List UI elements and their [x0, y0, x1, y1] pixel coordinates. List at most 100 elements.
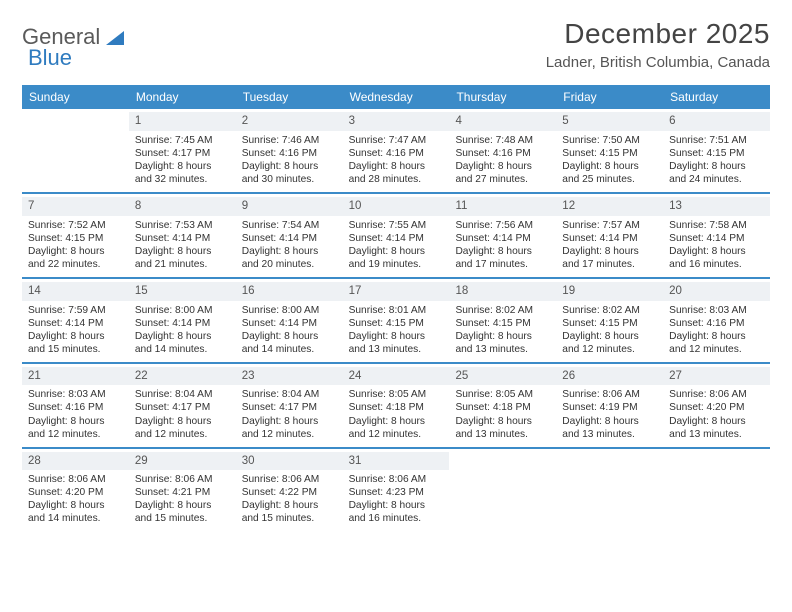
- title-block: December 2025 Ladner, British Columbia, …: [546, 18, 770, 71]
- sunset-text: Sunset: 4:15 PM: [28, 232, 123, 245]
- day-number: 14: [22, 282, 129, 301]
- sunset-text: Sunset: 4:14 PM: [455, 232, 550, 245]
- day-number: 27: [663, 367, 770, 386]
- day-cell: 18Sunrise: 8:02 AMSunset: 4:15 PMDayligh…: [449, 279, 556, 362]
- sunset-text: Sunset: 4:17 PM: [135, 147, 230, 160]
- day-number: 7: [22, 197, 129, 216]
- daylight-text: Daylight: 8 hours and 14 minutes.: [28, 499, 123, 525]
- day-cell: 27Sunrise: 8:06 AMSunset: 4:20 PMDayligh…: [663, 364, 770, 447]
- sunrise-text: Sunrise: 7:48 AM: [455, 134, 550, 147]
- day-cell: 17Sunrise: 8:01 AMSunset: 4:15 PMDayligh…: [343, 279, 450, 362]
- day-cell: 11Sunrise: 7:56 AMSunset: 4:14 PMDayligh…: [449, 194, 556, 277]
- day-number: 10: [343, 197, 450, 216]
- day-cell: 12Sunrise: 7:57 AMSunset: 4:14 PMDayligh…: [556, 194, 663, 277]
- daylight-text: Daylight: 8 hours and 21 minutes.: [135, 245, 230, 271]
- sunset-text: Sunset: 4:17 PM: [135, 401, 230, 414]
- daylight-text: Daylight: 8 hours and 13 minutes.: [562, 415, 657, 441]
- sunset-text: Sunset: 4:14 PM: [242, 317, 337, 330]
- sunset-text: Sunset: 4:18 PM: [455, 401, 550, 414]
- day-number: 1: [129, 112, 236, 131]
- day-number: 24: [343, 367, 450, 386]
- daylight-text: Daylight: 8 hours and 25 minutes.: [562, 160, 657, 186]
- sunrise-text: Sunrise: 8:06 AM: [135, 473, 230, 486]
- day-cell: 16Sunrise: 8:00 AMSunset: 4:14 PMDayligh…: [236, 279, 343, 362]
- day-cell: 23Sunrise: 8:04 AMSunset: 4:17 PMDayligh…: [236, 364, 343, 447]
- sunrise-text: Sunrise: 7:51 AM: [669, 134, 764, 147]
- empty-cell: [556, 449, 663, 532]
- sunset-text: Sunset: 4:16 PM: [669, 317, 764, 330]
- day-number: 21: [22, 367, 129, 386]
- sunset-text: Sunset: 4:16 PM: [242, 147, 337, 160]
- sunrise-text: Sunrise: 8:05 AM: [455, 388, 550, 401]
- day-number: 2: [236, 112, 343, 131]
- day-number: 18: [449, 282, 556, 301]
- sunrise-text: Sunrise: 8:03 AM: [28, 388, 123, 401]
- day-number: 20: [663, 282, 770, 301]
- day-number: 29: [129, 452, 236, 471]
- daylight-text: Daylight: 8 hours and 12 minutes.: [562, 330, 657, 356]
- week-row: 1Sunrise: 7:45 AMSunset: 4:17 PMDaylight…: [22, 109, 770, 192]
- daylight-text: Daylight: 8 hours and 15 minutes.: [28, 330, 123, 356]
- sunset-text: Sunset: 4:21 PM: [135, 486, 230, 499]
- day-number: 26: [556, 367, 663, 386]
- sunrise-text: Sunrise: 8:01 AM: [349, 304, 444, 317]
- sunrise-text: Sunrise: 8:04 AM: [135, 388, 230, 401]
- sunset-text: Sunset: 4:15 PM: [455, 317, 550, 330]
- day-cell: 9Sunrise: 7:54 AMSunset: 4:14 PMDaylight…: [236, 194, 343, 277]
- daylight-text: Daylight: 8 hours and 12 minutes.: [669, 330, 764, 356]
- daylight-text: Daylight: 8 hours and 17 minutes.: [455, 245, 550, 271]
- sunset-text: Sunset: 4:15 PM: [669, 147, 764, 160]
- week-row: 14Sunrise: 7:59 AMSunset: 4:14 PMDayligh…: [22, 277, 770, 362]
- sunrise-text: Sunrise: 7:55 AM: [349, 219, 444, 232]
- daylight-text: Daylight: 8 hours and 19 minutes.: [349, 245, 444, 271]
- calendar-grid: Sunday Monday Tuesday Wednesday Thursday…: [22, 85, 770, 532]
- day-number: 31: [343, 452, 450, 471]
- sunset-text: Sunset: 4:20 PM: [669, 401, 764, 414]
- day-cell: 31Sunrise: 8:06 AMSunset: 4:23 PMDayligh…: [343, 449, 450, 532]
- daylight-text: Daylight: 8 hours and 15 minutes.: [135, 499, 230, 525]
- sunrise-text: Sunrise: 8:05 AM: [349, 388, 444, 401]
- day-cell: 8Sunrise: 7:53 AMSunset: 4:14 PMDaylight…: [129, 194, 236, 277]
- sunset-text: Sunset: 4:14 PM: [135, 232, 230, 245]
- week-row: 28Sunrise: 8:06 AMSunset: 4:20 PMDayligh…: [22, 447, 770, 532]
- daylight-text: Daylight: 8 hours and 12 minutes.: [349, 415, 444, 441]
- sunrise-text: Sunrise: 8:06 AM: [28, 473, 123, 486]
- day-number: 30: [236, 452, 343, 471]
- sunset-text: Sunset: 4:14 PM: [28, 317, 123, 330]
- sunrise-text: Sunrise: 8:02 AM: [562, 304, 657, 317]
- sunrise-text: Sunrise: 7:57 AM: [562, 219, 657, 232]
- daylight-text: Daylight: 8 hours and 27 minutes.: [455, 160, 550, 186]
- sunrise-text: Sunrise: 7:50 AM: [562, 134, 657, 147]
- daylight-text: Daylight: 8 hours and 32 minutes.: [135, 160, 230, 186]
- day-number: 4: [449, 112, 556, 131]
- sunset-text: Sunset: 4:16 PM: [455, 147, 550, 160]
- empty-cell: [22, 109, 129, 192]
- sunrise-text: Sunrise: 7:58 AM: [669, 219, 764, 232]
- weekday-header: Wednesday: [343, 85, 450, 109]
- weekday-header: Sunday: [22, 85, 129, 109]
- sunrise-text: Sunrise: 7:54 AM: [242, 219, 337, 232]
- day-cell: 4 Sunrise: 7:48 AMSunset: 4:16 PMDaylight…: [449, 109, 556, 192]
- day-number: 9: [236, 197, 343, 216]
- sunrise-text: Sunrise: 8:06 AM: [562, 388, 657, 401]
- day-number: 15: [129, 282, 236, 301]
- daylight-text: Daylight: 8 hours and 12 minutes.: [242, 415, 337, 441]
- day-number: 8: [129, 197, 236, 216]
- sunset-text: Sunset: 4:16 PM: [28, 401, 123, 414]
- location-text: Ladner, British Columbia, Canada: [546, 54, 770, 71]
- weeks-container: 1Sunrise: 7:45 AMSunset: 4:17 PMDaylight…: [22, 109, 770, 532]
- day-cell: 7Sunrise: 7:52 AMSunset: 4:15 PMDaylight…: [22, 194, 129, 277]
- sunrise-text: Sunrise: 8:02 AM: [455, 304, 550, 317]
- day-number: 25: [449, 367, 556, 386]
- day-number: 6: [663, 112, 770, 131]
- sunrise-text: Sunrise: 8:00 AM: [242, 304, 337, 317]
- sunrise-text: Sunrise: 8:03 AM: [669, 304, 764, 317]
- empty-cell: [663, 449, 770, 532]
- daylight-text: Daylight: 8 hours and 24 minutes.: [669, 160, 764, 186]
- day-cell: 30Sunrise: 8:06 AMSunset: 4:22 PMDayligh…: [236, 449, 343, 532]
- weekday-header: Monday: [129, 85, 236, 109]
- month-title: December 2025: [546, 18, 770, 50]
- sunrise-text: Sunrise: 7:45 AM: [135, 134, 230, 147]
- daylight-text: Daylight: 8 hours and 13 minutes.: [455, 415, 550, 441]
- sunset-text: Sunset: 4:14 PM: [135, 317, 230, 330]
